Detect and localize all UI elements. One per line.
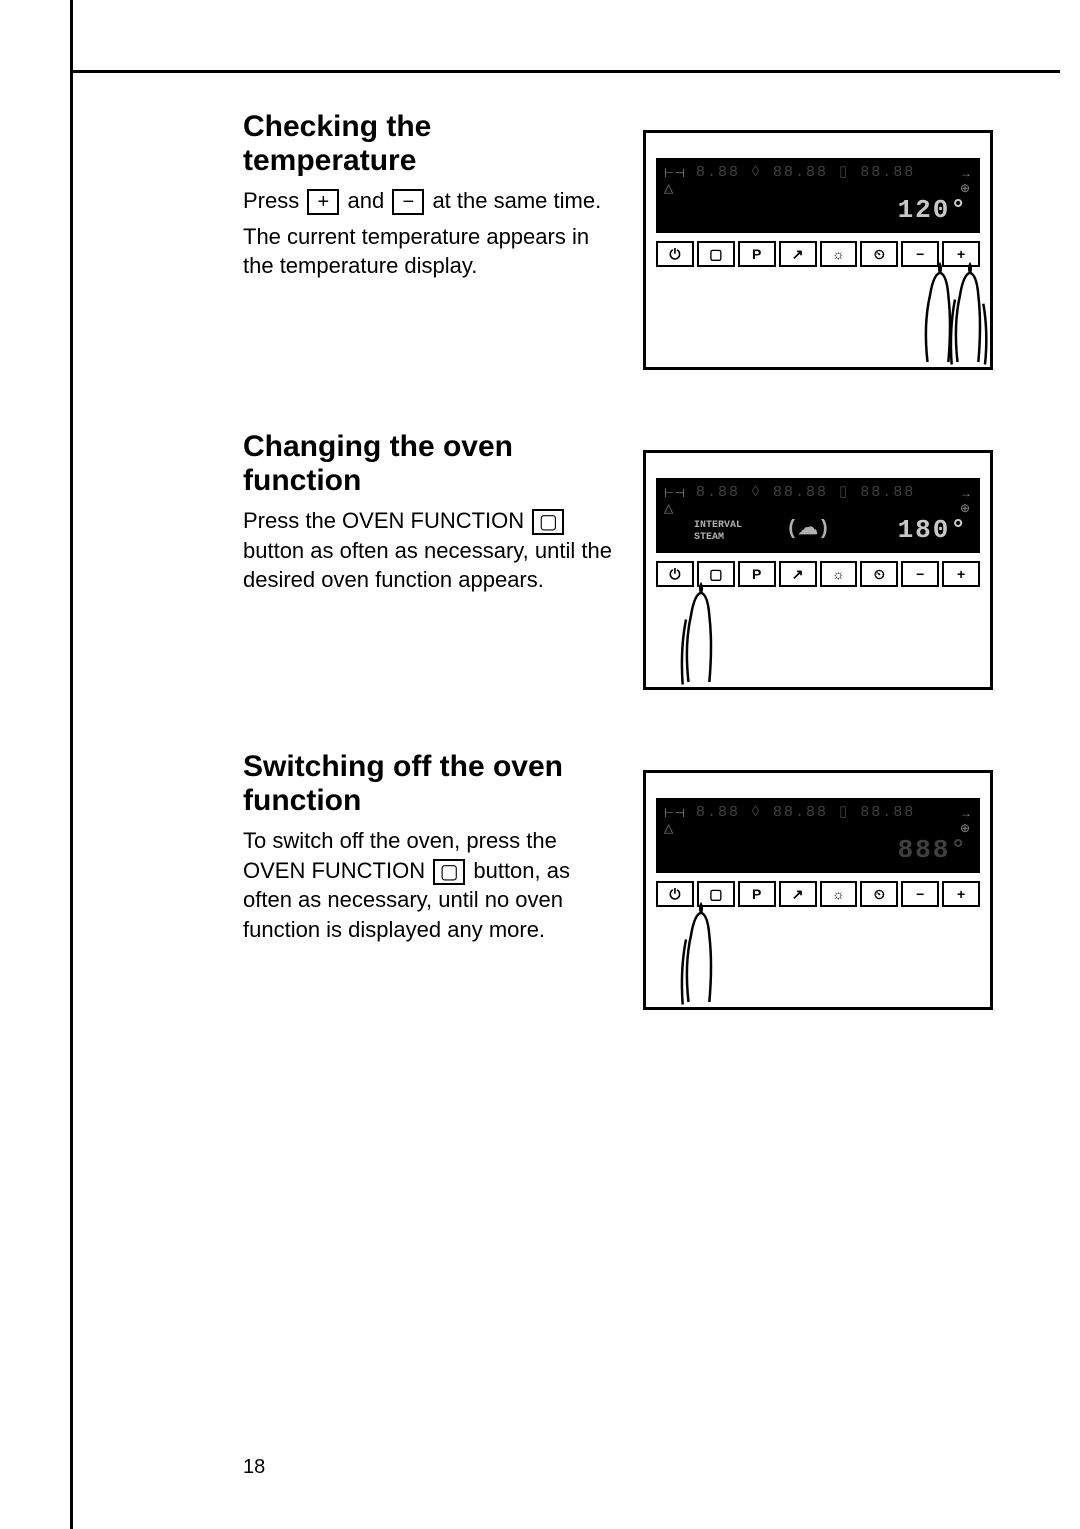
section-change-function: Changing the oven function Press the OVE… <box>243 410 1060 690</box>
display-mode-line2: STEAM <box>694 532 724 543</box>
section-illustration: ⊢⊣△ →⊕ 8.88 ◊ 88.88 ▯ 88.88 120° ⏻ ▢ P ↗… <box>643 130 993 370</box>
display-ghost-digits: 8.88 ◊ 88.88 ▯ 88.88 <box>696 162 915 181</box>
program-button: P <box>738 241 776 267</box>
text-fragment: at the same time. <box>432 188 601 213</box>
light-button: ☼ <box>820 561 858 587</box>
display-corner-icon: →⊕ <box>960 806 972 836</box>
section-illustration: ⊢⊣△ →⊕ 8.88 ◊ 88.88 ▯ 88.88 888° ⏻ ▢ P ↗… <box>643 770 993 1010</box>
panel-display: ⊢⊣△ →⊕ 8.88 ◊ 88.88 ▯ 88.88 120° <box>656 158 980 233</box>
page-rule <box>73 70 1060 73</box>
arrow-button: ↗ <box>779 881 817 907</box>
section-body: The current temperature appears in the t… <box>243 222 613 281</box>
section-heading: Checking the temperature <box>243 110 613 178</box>
section-heading: Switching off the oven function <box>243 750 613 818</box>
page-number: 18 <box>243 1456 265 1479</box>
oven-panel-illustration: ⊢⊣△ →⊕ 8.88 ◊ 88.88 ▯ 88.88 888° ⏻ ▢ P ↗… <box>643 770 993 1010</box>
section-body: Press the OVEN FUNCTION ▢ button as ofte… <box>243 506 613 595</box>
text-fragment: and <box>347 188 390 213</box>
display-corner-icon: →⊕ <box>960 486 972 516</box>
minus-button-icon: − <box>392 189 424 215</box>
plus-button-icon: + <box>307 189 339 215</box>
section-text: Switching off the oven function To switc… <box>243 730 613 1010</box>
display-temperature-ghost: 888° <box>898 835 968 865</box>
arrow-button: ↗ <box>779 241 817 267</box>
finger-pointer-icon <box>676 892 726 1012</box>
text-fragment: Press <box>243 188 305 213</box>
display-temperature: 180° <box>898 515 968 545</box>
minus-button: − <box>901 881 939 907</box>
display-ghost-digits: 8.88 ◊ 88.88 ▯ 88.88 <box>696 482 915 501</box>
display-mode-line1: INTERVAL <box>694 520 742 531</box>
finger-pointer-icon <box>676 572 726 692</box>
finger-pointer-icon <box>915 252 965 372</box>
section-illustration: ⊢⊣△ →⊕ 8.88 ◊ 88.88 ▯ 88.88 INTERVAL STE… <box>643 450 993 690</box>
section-heading: Changing the oven function <box>243 430 613 498</box>
section-text: Changing the oven function Press the OVE… <box>243 410 613 690</box>
function-button-icon: ▢ <box>532 509 564 535</box>
light-button: ☼ <box>820 881 858 907</box>
display-temperature: 120° <box>898 195 968 225</box>
function-button-icon: ▢ <box>433 859 465 885</box>
minus-button: − <box>901 561 939 587</box>
timer-button: ⏲ <box>860 241 898 267</box>
oven-panel-illustration: ⊢⊣△ →⊕ 8.88 ◊ 88.88 ▯ 88.88 INTERVAL STE… <box>643 450 993 690</box>
plus-button: + <box>942 561 980 587</box>
panel-display: ⊢⊣△ →⊕ 8.88 ◊ 88.88 ▯ 88.88 INTERVAL STE… <box>656 478 980 553</box>
plus-button: + <box>942 881 980 907</box>
timer-button: ⏲ <box>860 561 898 587</box>
light-button: ☼ <box>820 241 858 267</box>
manual-page: Checking the temperature Press + and − a… <box>70 0 1080 1529</box>
power-button: ⏻ <box>656 241 694 267</box>
display-corner-icon: →⊕ <box>960 166 972 196</box>
section-text: Checking the temperature Press + and − a… <box>243 90 613 370</box>
section-switch-off: Switching off the oven function To switc… <box>243 730 1060 1010</box>
section-body: Press + and − at the same time. <box>243 186 613 216</box>
display-corner-icon: ⊢⊣△ <box>664 166 685 196</box>
program-button: P <box>738 561 776 587</box>
section-body: To switch off the oven, press the OVEN F… <box>243 826 613 945</box>
arrow-button: ↗ <box>779 561 817 587</box>
oven-panel-illustration: ⊢⊣△ →⊕ 8.88 ◊ 88.88 ▯ 88.88 120° ⏻ ▢ P ↗… <box>643 130 993 370</box>
panel-display: ⊢⊣△ →⊕ 8.88 ◊ 88.88 ▯ 88.88 888° <box>656 798 980 873</box>
display-corner-icon: ⊢⊣△ <box>664 806 685 836</box>
text-fragment: Press the OVEN FUNCTION <box>243 508 530 533</box>
timer-button: ⏲ <box>860 881 898 907</box>
steam-icon: (☁) <box>786 515 830 541</box>
function-button: ▢ <box>697 241 735 267</box>
section-check-temp: Checking the temperature Press + and − a… <box>243 90 1060 370</box>
text-fragment: button as often as necessary, until the … <box>243 538 612 593</box>
display-corner-icon: ⊢⊣△ <box>664 486 685 516</box>
display-ghost-digits: 8.88 ◊ 88.88 ▯ 88.88 <box>696 802 915 821</box>
program-button: P <box>738 881 776 907</box>
